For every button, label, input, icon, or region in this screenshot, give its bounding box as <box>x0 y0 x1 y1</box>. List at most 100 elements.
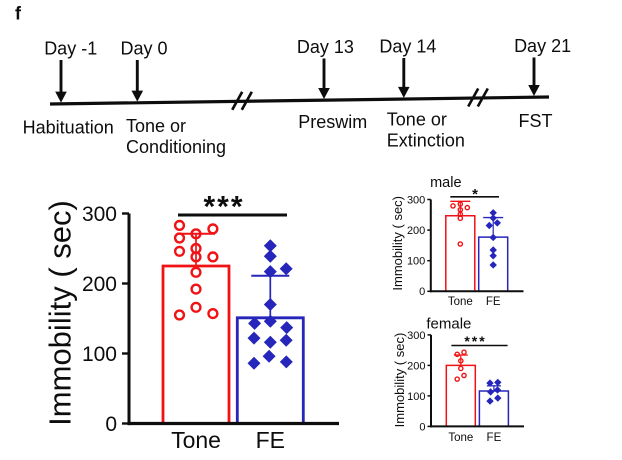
bar-fill <box>445 215 475 292</box>
data-point-diamond <box>263 335 277 349</box>
data-point-circle <box>173 232 186 244</box>
timeline-break-mark <box>467 87 489 108</box>
data-point-circle <box>173 219 186 232</box>
data-point-diamond <box>247 331 261 345</box>
data-point-diamond <box>263 298 277 311</box>
data-point-circle <box>190 251 202 263</box>
data-point-circle <box>454 376 461 382</box>
y-axis-title: Immobility ( sec) <box>390 196 405 291</box>
break-slash <box>240 91 253 111</box>
data-point-circle <box>457 215 464 222</box>
data-point-diamond <box>263 239 277 253</box>
timeline-event-label: Conditioning <box>126 137 226 157</box>
data-point-circle <box>461 349 467 355</box>
scatter-points-tone <box>173 219 219 321</box>
timeline-event-label: Extinction <box>387 131 465 151</box>
data-point-diamond <box>279 262 293 276</box>
chart-title: female <box>426 316 471 333</box>
y-tick-label: 0 <box>419 286 425 298</box>
y-tick-label: 300 <box>82 203 117 226</box>
bar-fill <box>446 365 476 427</box>
data-point-diamond <box>263 265 277 279</box>
scatter-points-fe <box>247 239 294 370</box>
bar-group-tone <box>445 354 477 427</box>
break-slash <box>467 87 480 108</box>
scatter-points-tone <box>450 201 471 247</box>
data-point-diamond <box>486 379 494 387</box>
data-point-diamond <box>489 252 497 260</box>
data-point-circle <box>457 358 464 364</box>
timeline-event-label: Tone or <box>387 109 447 129</box>
x-category-label: FE <box>486 296 501 308</box>
data-point-diamond <box>263 249 277 263</box>
data-point-circle <box>457 201 464 207</box>
timeline-arrow-head <box>55 91 67 103</box>
data-point-circle <box>207 308 219 320</box>
significance-label: *** <box>203 191 244 224</box>
timeline-day-label: Day 14 <box>379 37 436 57</box>
x-category-label: Tone <box>448 296 473 308</box>
data-point-diamond <box>493 386 502 394</box>
y-tick-label: 200 <box>407 225 425 237</box>
timeline-arrow-head <box>131 90 144 102</box>
data-point-diamond <box>247 356 261 370</box>
break-slash <box>476 87 489 108</box>
data-point-diamond <box>493 219 501 227</box>
panel-label: f <box>15 4 22 24</box>
timeline-day-label: Day -1 <box>44 39 97 59</box>
data-point-circle <box>461 372 467 379</box>
scatter-points-tone <box>454 349 467 382</box>
timeline-arrow-head <box>398 86 410 98</box>
data-point-circle <box>190 266 202 278</box>
data-point-diamond <box>279 333 293 347</box>
data-point-diamond <box>489 233 497 242</box>
timeline-event-label: Preswim <box>298 112 367 132</box>
y-tick-label: 200 <box>407 360 425 372</box>
timeline-event-3: Day 13 Preswim <box>297 37 367 132</box>
data-point-circle <box>454 351 461 358</box>
significance-label: * <box>472 186 478 203</box>
data-point-diamond <box>279 355 293 369</box>
data-point-circle <box>457 365 464 372</box>
chart-title: male <box>430 175 461 191</box>
timeline-event-label: Tone or <box>126 116 186 136</box>
bar-group-tone <box>161 232 231 424</box>
data-point-diamond <box>489 261 497 269</box>
timeline-arrow-head <box>528 85 540 97</box>
timeline-event-5: Day 21 FST <box>514 36 571 131</box>
data-point-diamond <box>485 221 493 230</box>
data-point-circle <box>450 203 456 209</box>
data-point-circle <box>464 204 471 211</box>
y-tick-label: 0 <box>105 413 117 436</box>
data-point-diamond <box>489 246 497 254</box>
timeline-event-label: FST <box>519 111 553 131</box>
bar-group-fe <box>235 274 305 424</box>
y-axis-title: Immobility ( sec) <box>43 200 78 426</box>
data-point-diamond <box>280 321 294 335</box>
timeline-axis-line <box>49 95 550 106</box>
data-point-diamond <box>494 378 502 387</box>
data-point-diamond <box>262 349 276 363</box>
timeline-break-mark <box>231 91 253 111</box>
timeline-arrow-head <box>318 87 330 99</box>
data-point-circle <box>457 241 464 247</box>
y-tick-label: 0 <box>419 421 425 433</box>
data-point-diamond <box>248 316 262 330</box>
timeline-day-label: Day 13 <box>297 37 354 57</box>
data-point-diamond <box>263 314 277 328</box>
x-category-label: Tone <box>448 432 473 444</box>
data-point-circle <box>207 251 219 263</box>
data-point-diamond <box>489 209 497 217</box>
data-point-circle <box>190 283 202 295</box>
data-point-diamond <box>494 394 502 402</box>
data-point-circle <box>190 228 202 240</box>
